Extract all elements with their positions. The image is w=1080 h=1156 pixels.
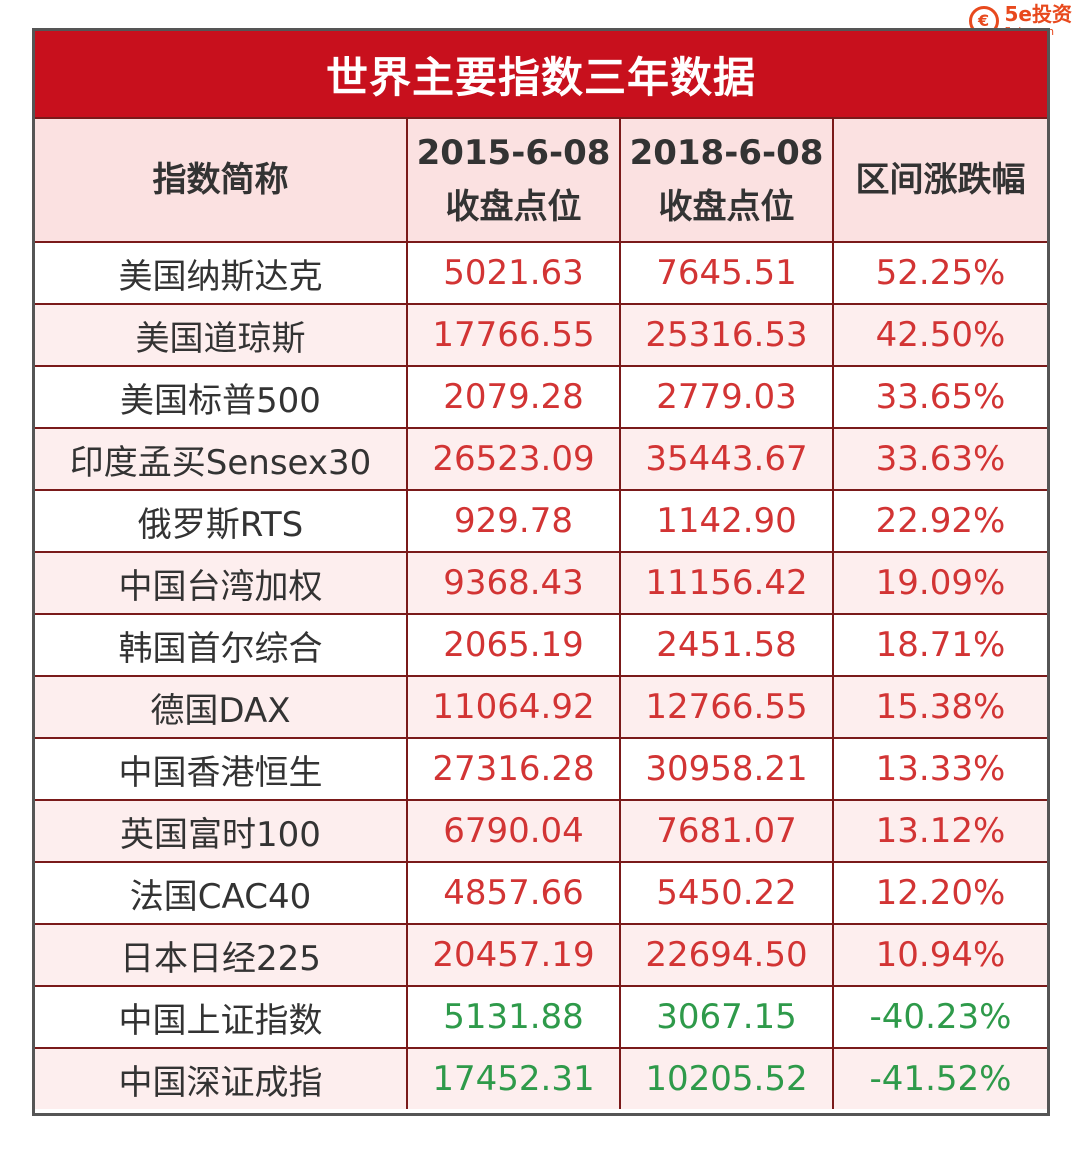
value-2015-cell: 27316.28 xyxy=(406,737,621,801)
value-2018-cell: 7645.51 xyxy=(619,241,834,305)
index-name-cell: 德国DAX xyxy=(35,675,408,739)
value-2015-cell: 26523.09 xyxy=(406,427,621,491)
index-name-cell: 法国CAC40 xyxy=(35,861,408,925)
table-row: 中国深证成指 17452.31 10205.52 -41.52% xyxy=(35,1047,1047,1109)
header-name: 指数简称 xyxy=(35,117,408,243)
table-body: 美国纳斯达克 5021.63 7645.51 52.25% 美国道琼斯 17766.55 2… xyxy=(35,241,1047,1109)
table-row: 德国DAX 11064.92 12766.55 15.38% xyxy=(35,675,1047,739)
table-header-row: 指数简称 2015-6-08 收盘点位 2018-6-08 收盘点位 区间涨跌幅 xyxy=(35,117,1047,243)
change-cell: 19.09% xyxy=(832,551,1047,615)
value-2018-cell: 2451.58 xyxy=(619,613,834,677)
value-2018-cell: 2779.03 xyxy=(619,365,834,429)
change-cell: 10.94% xyxy=(832,923,1047,987)
table-row: 日本日经225 20457.19 22694.50 10.94% xyxy=(35,923,1047,987)
value-2018-cell: 5450.22 xyxy=(619,861,834,925)
change-cell: 13.12% xyxy=(832,799,1047,863)
value-2018-cell: 22694.50 xyxy=(619,923,834,987)
change-cell: 12.20% xyxy=(832,861,1047,925)
change-cell: 33.65% xyxy=(832,365,1047,429)
header-2015: 2015-6-08 收盘点位 xyxy=(406,117,621,243)
change-cell: 22.92% xyxy=(832,489,1047,553)
index-name-cell: 美国标普500 xyxy=(35,365,408,429)
value-2015-cell: 17766.55 xyxy=(406,303,621,367)
table-row: 印度孟买Sensex30 26523.09 35443.67 33.63% xyxy=(35,427,1047,491)
value-2015-cell: 5131.88 xyxy=(406,985,621,1049)
index-name-cell: 印度孟买Sensex30 xyxy=(35,427,408,491)
change-cell: -41.52% xyxy=(832,1047,1047,1109)
table-row: 中国上证指数 5131.88 3067.15 -40.23% xyxy=(35,985,1047,1049)
header-2015-date: 2015-6-08 xyxy=(416,132,611,173)
index-name-cell: 美国纳斯达克 xyxy=(35,241,408,305)
header-2015-sub: 收盘点位 xyxy=(445,187,582,227)
index-name-cell: 韩国首尔综合 xyxy=(35,613,408,677)
index-name-cell: 日本日经225 xyxy=(35,923,408,987)
logo-brand: 5e投资 xyxy=(1004,2,1072,26)
header-name-label: 指数简称 xyxy=(152,159,289,200)
value-2018-cell: 11156.42 xyxy=(619,551,834,615)
table-row: 中国台湾加权 9368.43 11156.42 19.09% xyxy=(35,551,1047,615)
table-row: 俄罗斯RTS 929.78 1142.90 22.92% xyxy=(35,489,1047,553)
index-table: 指数简称 2015-6-08 收盘点位 2018-6-08 收盘点位 区间涨跌幅… xyxy=(35,117,1047,1109)
header-2018: 2018-6-08 收盘点位 xyxy=(619,117,834,243)
value-2015-cell: 20457.19 xyxy=(406,923,621,987)
value-2015-cell: 6790.04 xyxy=(406,799,621,863)
header-change-label: 区间涨跌幅 xyxy=(855,159,1026,200)
change-cell: 42.50% xyxy=(832,303,1047,367)
value-2015-cell: 2079.28 xyxy=(406,365,621,429)
value-2018-cell: 7681.07 xyxy=(619,799,834,863)
table-row: 法国CAC40 4857.66 5450.22 12.20% xyxy=(35,861,1047,925)
change-cell: 15.38% xyxy=(832,675,1047,739)
table-row: 韩国首尔综合 2065.19 2451.58 18.71% xyxy=(35,613,1047,677)
index-name-cell: 美国道琼斯 xyxy=(35,303,408,367)
index-name-cell: 中国台湾加权 xyxy=(35,551,408,615)
header-2018-sub: 收盘点位 xyxy=(658,187,795,227)
header-2018-date: 2018-6-08 xyxy=(629,132,824,173)
value-2015-cell: 17452.31 xyxy=(406,1047,621,1109)
index-name-cell: 俄罗斯RTS xyxy=(35,489,408,553)
value-2015-cell: 4857.66 xyxy=(406,861,621,925)
change-cell: 33.63% xyxy=(832,427,1047,491)
value-2015-cell: 5021.63 xyxy=(406,241,621,305)
value-2018-cell: 35443.67 xyxy=(619,427,834,491)
index-name-cell: 中国深证成指 xyxy=(35,1047,408,1109)
value-2015-cell: 9368.43 xyxy=(406,551,621,615)
table-row: 美国标普500 2079.28 2779.03 33.65% xyxy=(35,365,1047,429)
value-2018-cell: 10205.52 xyxy=(619,1047,834,1109)
value-2015-cell: 11064.92 xyxy=(406,675,621,739)
table-title: 世界主要指数三年数据 xyxy=(35,31,1047,117)
index-name-cell: 中国上证指数 xyxy=(35,985,408,1049)
index-name-cell: 英国富时100 xyxy=(35,799,408,863)
index-table-frame: 世界主要指数三年数据 指数简称 2015-6-08 收盘点位 2018-6-08… xyxy=(32,28,1050,1116)
index-name-cell: 中国香港恒生 xyxy=(35,737,408,801)
value-2018-cell: 25316.53 xyxy=(619,303,834,367)
value-2018-cell: 12766.55 xyxy=(619,675,834,739)
change-cell: 18.71% xyxy=(832,613,1047,677)
change-cell: 13.33% xyxy=(832,737,1047,801)
table-row: 英国富时100 6790.04 7681.07 13.12% xyxy=(35,799,1047,863)
value-2015-cell: 929.78 xyxy=(406,489,621,553)
value-2018-cell: 3067.15 xyxy=(619,985,834,1049)
table-row: 中国香港恒生 27316.28 30958.21 13.33% xyxy=(35,737,1047,801)
change-cell: 52.25% xyxy=(832,241,1047,305)
value-2015-cell: 2065.19 xyxy=(406,613,621,677)
value-2018-cell: 1142.90 xyxy=(619,489,834,553)
header-change: 区间涨跌幅 xyxy=(832,117,1047,243)
table-row: 美国道琼斯 17766.55 25316.53 42.50% xyxy=(35,303,1047,367)
change-cell: -40.23% xyxy=(832,985,1047,1049)
table-row: 美国纳斯达克 5021.63 7645.51 52.25% xyxy=(35,241,1047,305)
value-2018-cell: 30958.21 xyxy=(619,737,834,801)
